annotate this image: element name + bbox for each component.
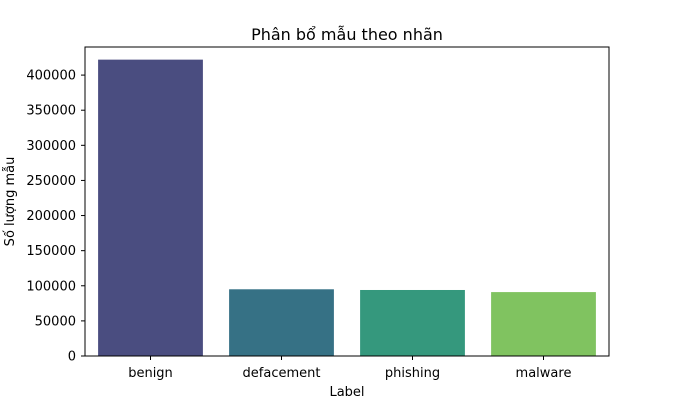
y-tick-label: 100000 (26, 279, 76, 294)
x-tick-label: malware (516, 366, 572, 381)
y-tick-label: 300000 (26, 139, 76, 154)
bar-defacement (229, 289, 334, 356)
y-axis-ticks: 0 50000 100000 150000 200000 250000 300000 3500… (26, 69, 85, 365)
x-axis-label: Label (329, 385, 364, 400)
plot-frame (84, 46, 610, 357)
x-tick-label: phishing (385, 366, 440, 381)
y-tick-label: 200000 (26, 209, 76, 224)
y-tick-label: 0 (68, 350, 76, 365)
x-axis-ticks: benign defacement phishing malware (128, 356, 571, 381)
y-tick-label: 350000 (26, 104, 76, 119)
y-axis-label: Số lượng mẫu (3, 157, 18, 247)
y-tick-label: 250000 (26, 174, 76, 189)
y-tick-label: 50000 (35, 314, 76, 329)
x-tick-label: defacement (243, 366, 321, 381)
y-tick-label: 150000 (26, 244, 76, 259)
bars-group (98, 59, 596, 357)
x-tick-label: benign (128, 366, 173, 381)
y-tick-label: 400000 (26, 69, 76, 84)
bar-benign (98, 59, 203, 357)
chart-title: Phân bổ mẫu theo nhãn (251, 25, 443, 44)
bar-malware (491, 292, 596, 356)
bar-phishing (360, 289, 465, 356)
